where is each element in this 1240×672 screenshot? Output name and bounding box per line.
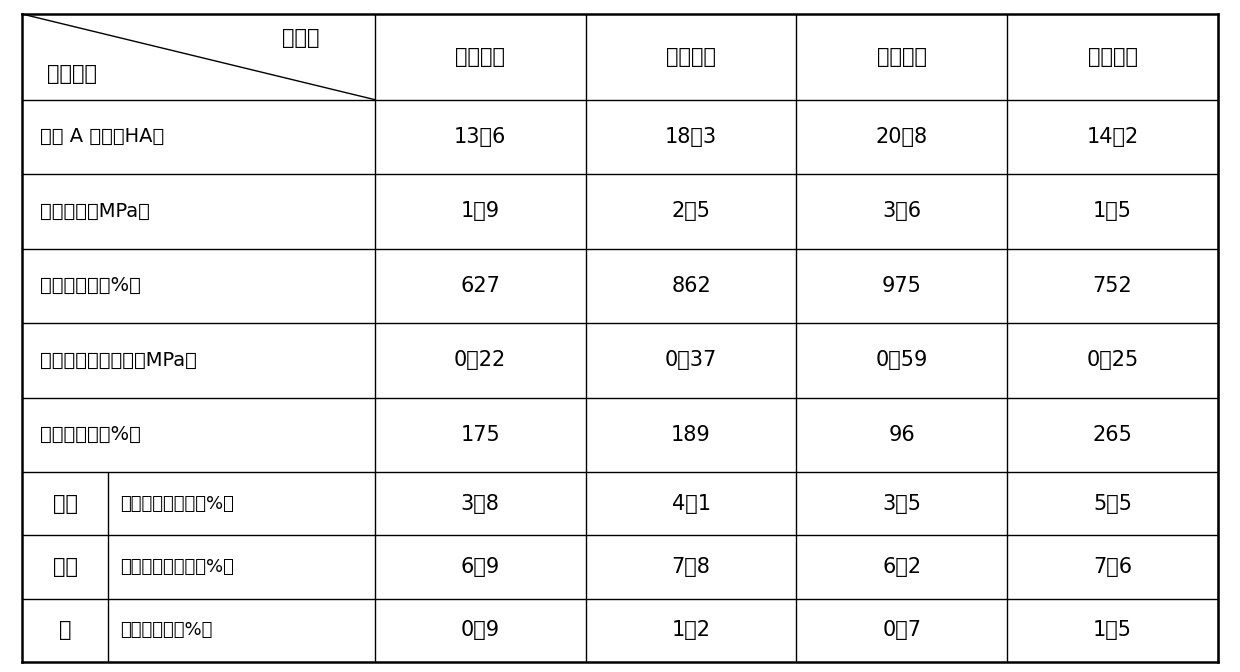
- Text: 1．5: 1．5: [1094, 202, 1132, 221]
- Text: 硬度变化率（%）: 硬度变化率（%）: [120, 622, 212, 639]
- Text: 邵尔 A 硬度（HA）: 邵尔 A 硬度（HA）: [40, 128, 164, 146]
- Text: 实施例二: 实施例二: [666, 47, 715, 67]
- Text: 实施例: 实施例: [283, 28, 320, 48]
- Text: 0．59: 0．59: [875, 350, 928, 370]
- Text: 18．3: 18．3: [665, 127, 717, 147]
- Text: 3．5: 3．5: [883, 494, 921, 513]
- Text: 7．6: 7．6: [1092, 557, 1132, 577]
- Text: 断裂伸长变化率（%）: 断裂伸长变化率（%）: [120, 558, 234, 576]
- Text: 0．25: 0．25: [1086, 350, 1138, 370]
- Text: 5．5: 5．5: [1094, 494, 1132, 513]
- Text: 6．2: 6．2: [882, 557, 921, 577]
- Text: 化: 化: [58, 620, 72, 640]
- Text: 0．22: 0．22: [454, 350, 506, 370]
- Text: 20．8: 20．8: [875, 127, 928, 147]
- Text: 气老: 气老: [52, 557, 78, 577]
- Text: 0．37: 0．37: [665, 350, 717, 370]
- Text: 96: 96: [888, 425, 915, 445]
- Text: 6．9: 6．9: [460, 557, 500, 577]
- Text: 2．5: 2．5: [672, 202, 711, 221]
- Text: 拉伸强度（MPa）: 拉伸强度（MPa）: [40, 202, 150, 221]
- Text: 14．2: 14．2: [1086, 127, 1138, 147]
- Text: 热空: 热空: [52, 494, 78, 513]
- Text: 175: 175: [460, 425, 500, 445]
- Text: 189: 189: [671, 425, 711, 445]
- Text: 实施例四: 实施例四: [1087, 47, 1137, 67]
- Text: 862: 862: [671, 276, 711, 296]
- Text: 0．9: 0．9: [460, 620, 500, 640]
- Text: 磁流变效应（%）: 磁流变效应（%）: [40, 425, 141, 444]
- Text: 实施例一: 实施例一: [455, 47, 505, 67]
- Text: 627: 627: [460, 276, 500, 296]
- Text: 实施例三: 实施例三: [877, 47, 926, 67]
- Text: 初始剪切储能模量（MPa）: 初始剪切储能模量（MPa）: [40, 351, 197, 370]
- Text: 断裂伸长率（%）: 断裂伸长率（%）: [40, 276, 141, 296]
- Text: 1．2: 1．2: [672, 620, 711, 640]
- Text: 4．1: 4．1: [672, 494, 711, 513]
- Text: 性能参数: 性能参数: [47, 64, 97, 84]
- Text: 7．8: 7．8: [672, 557, 711, 577]
- Text: 拉伸强度变化率（%）: 拉伸强度变化率（%）: [120, 495, 234, 513]
- Text: 1．9: 1．9: [460, 202, 500, 221]
- Text: 975: 975: [882, 276, 921, 296]
- Text: 752: 752: [1092, 276, 1132, 296]
- Text: 3．8: 3．8: [461, 494, 500, 513]
- Text: 13．6: 13．6: [454, 127, 506, 147]
- Text: 3．6: 3．6: [882, 202, 921, 221]
- Text: 1．5: 1．5: [1094, 620, 1132, 640]
- Text: 265: 265: [1092, 425, 1132, 445]
- Text: 0．7: 0．7: [883, 620, 921, 640]
